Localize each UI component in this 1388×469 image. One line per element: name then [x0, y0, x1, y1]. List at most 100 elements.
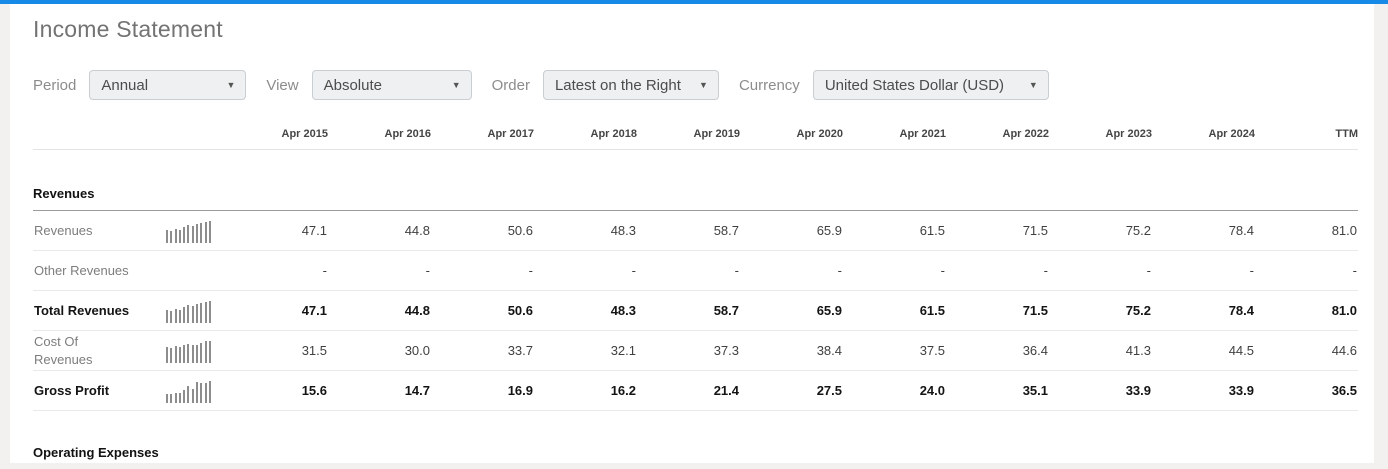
cell-value: 48.3 — [534, 291, 637, 331]
sparkline-bar — [209, 301, 211, 323]
cell-value: 14.7 — [328, 371, 431, 411]
sparkline-chart[interactable] — [166, 219, 224, 243]
sparkline-bar — [170, 311, 172, 323]
sparkline-bar — [183, 227, 185, 243]
row-sparkline-cell — [165, 371, 225, 411]
column-header: Apr 2018 — [534, 122, 637, 150]
row-label: Total Revenues — [33, 291, 165, 331]
chevron-down-icon: ▼ — [1029, 80, 1038, 90]
cell-value: 65.9 — [740, 211, 843, 251]
cell-value: 44.5 — [1152, 331, 1255, 371]
column-header: Apr 2015 — [225, 122, 328, 150]
column-header: Apr 2021 — [843, 122, 946, 150]
order-label: Order — [492, 77, 530, 94]
cell-value: 33.9 — [1152, 371, 1255, 411]
section-header: Revenues — [33, 150, 1358, 211]
cell-value: 36.5 — [1255, 371, 1358, 411]
income-statement-panel: Income Statement Period Annual ▼ View Ab… — [10, 4, 1374, 463]
sparkline-bar — [166, 310, 168, 323]
sparkline-bar — [179, 310, 181, 323]
sparkline-bar — [205, 383, 207, 403]
cell-value: 71.5 — [946, 211, 1049, 251]
sparkline-bar — [170, 348, 172, 363]
sparkline-bar — [200, 303, 202, 323]
view-dropdown-value: Absolute — [324, 77, 382, 94]
period-label: Period — [33, 77, 76, 94]
cell-value: 21.4 — [637, 371, 740, 411]
sparkline-bar — [183, 307, 185, 323]
sparkline-bar — [187, 344, 189, 363]
currency-dropdown-value: United States Dollar (USD) — [825, 77, 1004, 94]
cell-value: 75.2 — [1049, 211, 1152, 251]
row-sparkline-cell — [165, 331, 225, 371]
cell-value: 61.5 — [843, 291, 946, 331]
period-dropdown[interactable]: Annual ▼ — [89, 70, 246, 100]
cell-value: 30.0 — [328, 331, 431, 371]
sparkline-bar — [192, 345, 194, 363]
cell-value: 58.7 — [637, 211, 740, 251]
filter-group-view: View Absolute ▼ — [266, 70, 471, 100]
sparkline-bar — [179, 347, 181, 363]
cell-value: 78.4 — [1152, 291, 1255, 331]
row-label: Other Revenues — [33, 251, 165, 291]
header-blank-label — [33, 122, 165, 150]
cell-value: 71.5 — [946, 291, 1049, 331]
page-title: Income Statement — [33, 16, 1358, 43]
cell-value: 81.0 — [1255, 291, 1358, 331]
sparkline-bar — [179, 230, 181, 243]
row-label: Revenues — [33, 211, 165, 251]
sparkline-bar — [209, 221, 211, 243]
cell-value: 78.4 — [1152, 211, 1255, 251]
row-sparkline-cell — [165, 291, 225, 331]
sparkline-bar — [179, 393, 181, 403]
cell-value: - — [637, 251, 740, 291]
cell-value: - — [431, 251, 534, 291]
cell-value: 27.5 — [740, 371, 843, 411]
sparkline-chart[interactable] — [166, 339, 224, 363]
cell-value: - — [534, 251, 637, 291]
cell-value: 47.1 — [225, 291, 328, 331]
sparkline-chart[interactable] — [166, 379, 224, 403]
cell-value: 16.2 — [534, 371, 637, 411]
sparkline-bar — [166, 394, 168, 403]
column-header: Apr 2020 — [740, 122, 843, 150]
cell-value: - — [328, 251, 431, 291]
filter-bar: Period Annual ▼ View Absolute ▼ Order La… — [33, 70, 1358, 100]
sparkline-bar — [187, 225, 189, 243]
sparkline-chart[interactable] — [166, 299, 224, 323]
cell-value: 36.4 — [946, 331, 1049, 371]
currency-label: Currency — [739, 77, 800, 94]
cell-value: 58.7 — [637, 291, 740, 331]
cell-value: - — [1255, 251, 1358, 291]
sparkline-bar — [205, 341, 207, 363]
order-dropdown[interactable]: Latest on the Right ▼ — [543, 70, 719, 100]
cell-value: 32.1 — [534, 331, 637, 371]
sparkline-bar — [166, 347, 168, 363]
currency-dropdown[interactable]: United States Dollar (USD) ▼ — [813, 70, 1049, 100]
sparkline-bar — [196, 345, 198, 363]
cell-value: 16.9 — [431, 371, 534, 411]
sparkline-bar — [183, 390, 185, 403]
cell-value: 41.3 — [1049, 331, 1152, 371]
sparkline-bar — [200, 343, 202, 363]
section-header-row: Operating Expenses — [33, 411, 1358, 469]
table-row: Other Revenues----------- — [33, 251, 1358, 291]
view-label: View — [266, 77, 298, 94]
cell-value: 65.9 — [740, 291, 843, 331]
cell-value: 50.6 — [431, 211, 534, 251]
header-blank-spark — [165, 122, 225, 150]
view-dropdown[interactable]: Absolute ▼ — [312, 70, 472, 100]
section-header-row: Revenues — [33, 150, 1358, 211]
sparkline-bar — [209, 381, 211, 403]
sparkline-bar — [170, 394, 172, 403]
chevron-down-icon: ▼ — [699, 80, 708, 90]
cell-value: 15.6 — [225, 371, 328, 411]
cell-value: 37.3 — [637, 331, 740, 371]
chevron-down-icon: ▼ — [226, 80, 235, 90]
sparkline-bar — [187, 305, 189, 323]
